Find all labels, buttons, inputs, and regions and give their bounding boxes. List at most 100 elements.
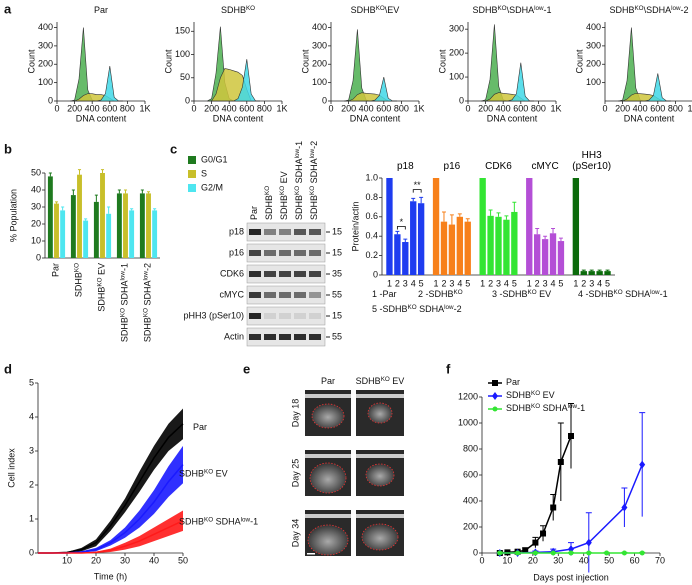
y-axis-label: Count xyxy=(300,49,310,74)
y-tick-label: 200 xyxy=(38,59,53,69)
category-label-box: cMYC xyxy=(531,161,558,172)
text-part: SDHB xyxy=(609,5,634,15)
bar xyxy=(60,210,66,258)
error-bar xyxy=(488,209,493,216)
error-bar xyxy=(123,189,128,194)
text-part: -1 xyxy=(544,5,552,15)
bar xyxy=(77,174,82,258)
error-bar xyxy=(107,206,111,214)
bar xyxy=(386,178,393,275)
line xyxy=(38,464,184,554)
y-tick-label: 0.4 xyxy=(365,231,378,241)
error-bar xyxy=(535,227,540,235)
blot-row-label: CDK6 xyxy=(220,268,244,278)
error-bar xyxy=(496,212,501,217)
marker xyxy=(586,550,592,556)
x-tick-label: 70 xyxy=(655,555,665,565)
chart-title: SDHBKO\EV xyxy=(351,5,400,16)
text-part: KO xyxy=(204,516,213,523)
mw-label: 35 xyxy=(332,268,342,278)
x-tick-label: 30 xyxy=(120,555,130,565)
significance-bracket xyxy=(412,189,422,193)
error-bar xyxy=(153,208,157,211)
mw-label: 55 xyxy=(332,331,342,341)
series-label: SDHBKO EV xyxy=(179,468,228,479)
marker xyxy=(522,547,529,554)
y-tick-label: 4 xyxy=(29,411,34,421)
bar xyxy=(129,210,135,258)
marker xyxy=(550,504,557,511)
image-row-label: Day 34 xyxy=(290,519,300,548)
area xyxy=(70,66,123,102)
image xyxy=(305,450,351,496)
error-bar xyxy=(146,191,151,194)
text-part: SDHB xyxy=(356,376,381,386)
key-note: 2 -SDHBKO xyxy=(418,289,463,300)
blot-row xyxy=(246,264,326,284)
x-tick-label: 600 xyxy=(650,103,665,113)
key-note: 5 -SDHBKO SDHAlow-2 xyxy=(372,304,462,315)
text-part: KO xyxy=(246,5,255,12)
bar-label: 2 xyxy=(441,278,446,288)
text-part: -1 xyxy=(250,517,258,527)
image xyxy=(356,510,404,556)
bar xyxy=(479,178,486,275)
x-tick-label: 1K xyxy=(139,103,150,113)
x-tick-label: 30 xyxy=(553,555,563,565)
bar xyxy=(394,234,401,275)
text-part: KO xyxy=(119,308,126,317)
bar xyxy=(402,242,409,275)
y-tick-label: 1200 xyxy=(458,391,478,401)
x-tick-label: 600 xyxy=(376,103,391,113)
text-part: SDHA xyxy=(540,403,568,413)
legend-label: G0/G1 xyxy=(201,154,228,164)
y-tick-label: 1 xyxy=(29,513,34,523)
error-bar xyxy=(449,214,454,225)
mw-label: 15 xyxy=(332,247,342,257)
error-bar xyxy=(558,237,563,242)
error-bar xyxy=(395,230,400,235)
text-part: \EV xyxy=(385,5,400,15)
x-tick-label: 60 xyxy=(630,555,640,565)
category-label-box: p18 xyxy=(397,161,414,172)
bar-label: 5 xyxy=(558,278,563,288)
text-part: SDHB xyxy=(120,317,130,342)
text-part: KO xyxy=(454,289,463,296)
text-part: EV xyxy=(213,469,228,479)
bar-label: 3 xyxy=(403,278,408,288)
chart-title: SDHBKO xyxy=(221,5,255,16)
text-part: SDHB xyxy=(294,195,304,220)
text-part: SDHA xyxy=(309,158,319,186)
bar xyxy=(70,195,76,258)
error-bar xyxy=(48,172,52,177)
bar-label: 5 xyxy=(465,278,470,288)
text-part: SDHB xyxy=(472,5,497,15)
text-part: SDHB xyxy=(143,317,153,342)
blot-row-label: pHH3 (pSer10) xyxy=(183,310,244,320)
text-part: low xyxy=(142,271,149,281)
bar xyxy=(541,239,549,275)
text-part: low xyxy=(568,403,578,410)
image-row-label: Day 18 xyxy=(290,399,300,428)
bar xyxy=(456,216,463,275)
western-blot xyxy=(246,222,326,347)
bar xyxy=(495,216,502,275)
y-tick-label: 0 xyxy=(185,95,190,105)
category-label: CDK6 xyxy=(485,161,512,172)
x-axis-label: DNA content xyxy=(76,113,127,123)
y-tick-label: 400 xyxy=(312,22,327,32)
marker xyxy=(585,538,592,547)
x-tick-label: 50 xyxy=(604,555,614,565)
category-label: p16 xyxy=(443,161,461,172)
bar xyxy=(511,211,518,275)
bar xyxy=(572,178,580,275)
text-part: SDHA xyxy=(417,304,445,314)
x-tick-label: 50 xyxy=(178,555,188,565)
error-bar xyxy=(441,211,446,222)
bar xyxy=(487,215,494,275)
lane-label: SDHBKO SDHAlow-1 xyxy=(294,141,305,220)
x-tick-label: 600 xyxy=(513,103,528,113)
area xyxy=(481,62,534,102)
